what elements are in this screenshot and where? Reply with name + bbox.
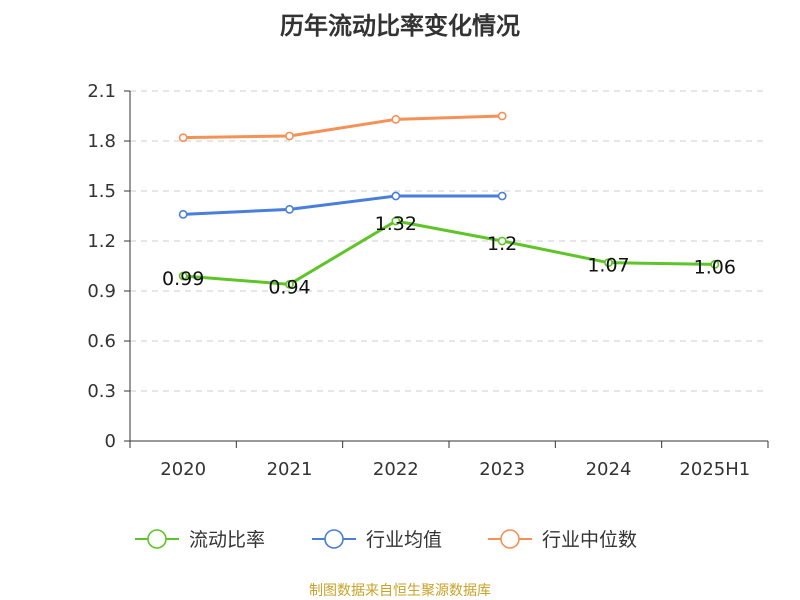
series-line (183, 114, 503, 140)
data-label: 1.2 (487, 233, 517, 255)
data-label: 1.06 (694, 256, 736, 278)
x-tick-label: 2022 (373, 459, 419, 480)
data-label: 0.99 (162, 268, 204, 290)
x-tick-label: 2023 (479, 459, 525, 480)
data-point (391, 216, 401, 226)
data-point (285, 204, 294, 214)
data-point (604, 258, 613, 268)
legend-marker (500, 529, 520, 549)
series-line (183, 219, 715, 286)
x-tick-label: 2025H1 (679, 459, 750, 480)
data-point (178, 133, 188, 143)
x-tick-label: 2020 (160, 459, 206, 480)
legend-label: 行业中位数 (542, 529, 637, 551)
series-line (183, 194, 503, 216)
y-tick-label: 1.5 (87, 181, 116, 202)
legend-label: 行业均值 (366, 529, 442, 551)
data-point (497, 111, 507, 121)
grid-lines (130, 90, 768, 392)
data-label: 0.94 (268, 276, 310, 298)
data-point (497, 191, 507, 201)
axes: 0 0.3 0.6 0.9 1.2 1.5 1.8 2.1 2020 2021 2022 2023 20… (87, 81, 769, 480)
y-tick-label: 2.1 (87, 81, 116, 102)
data-point (285, 131, 294, 141)
data-label: 1.07 (587, 255, 629, 277)
legend: 流动比率 行业均值 行业中位数 (135, 529, 637, 551)
legend-item: 行业均值 (312, 529, 442, 551)
x-tick-label: 2021 (267, 459, 313, 480)
legend-label: 流动比率 (189, 529, 265, 551)
data-point (178, 271, 188, 281)
data-point (497, 236, 507, 246)
legend-item: 行业中位数 (488, 529, 637, 551)
y-tick-label: 1.2 (87, 231, 116, 252)
chart-title: 历年流动比率变化情况 (280, 12, 520, 40)
source-note: 制图数据来自恒生聚源数据库 (309, 583, 491, 599)
x-tick-label: 2024 (586, 459, 632, 480)
legend-item: 流动比率 (135, 529, 265, 551)
data-point (391, 191, 401, 201)
series-lines (178, 111, 720, 289)
data-point (178, 209, 188, 219)
data-point (710, 259, 720, 269)
data-point (285, 279, 294, 289)
y-tick-label: 1.8 (87, 131, 116, 152)
y-tick-label: 0 (105, 431, 116, 452)
y-tick-label: 0.3 (87, 381, 116, 402)
data-labels: 0.99 0.94 1.32 1.2 1.07 1.06 (162, 213, 736, 298)
legend-marker (147, 529, 167, 549)
y-tick-label: 0.9 (87, 281, 116, 302)
data-label: 1.32 (375, 213, 417, 235)
legend-marker (324, 529, 344, 549)
data-point (391, 114, 401, 124)
y-tick-label: 0.6 (87, 331, 116, 352)
